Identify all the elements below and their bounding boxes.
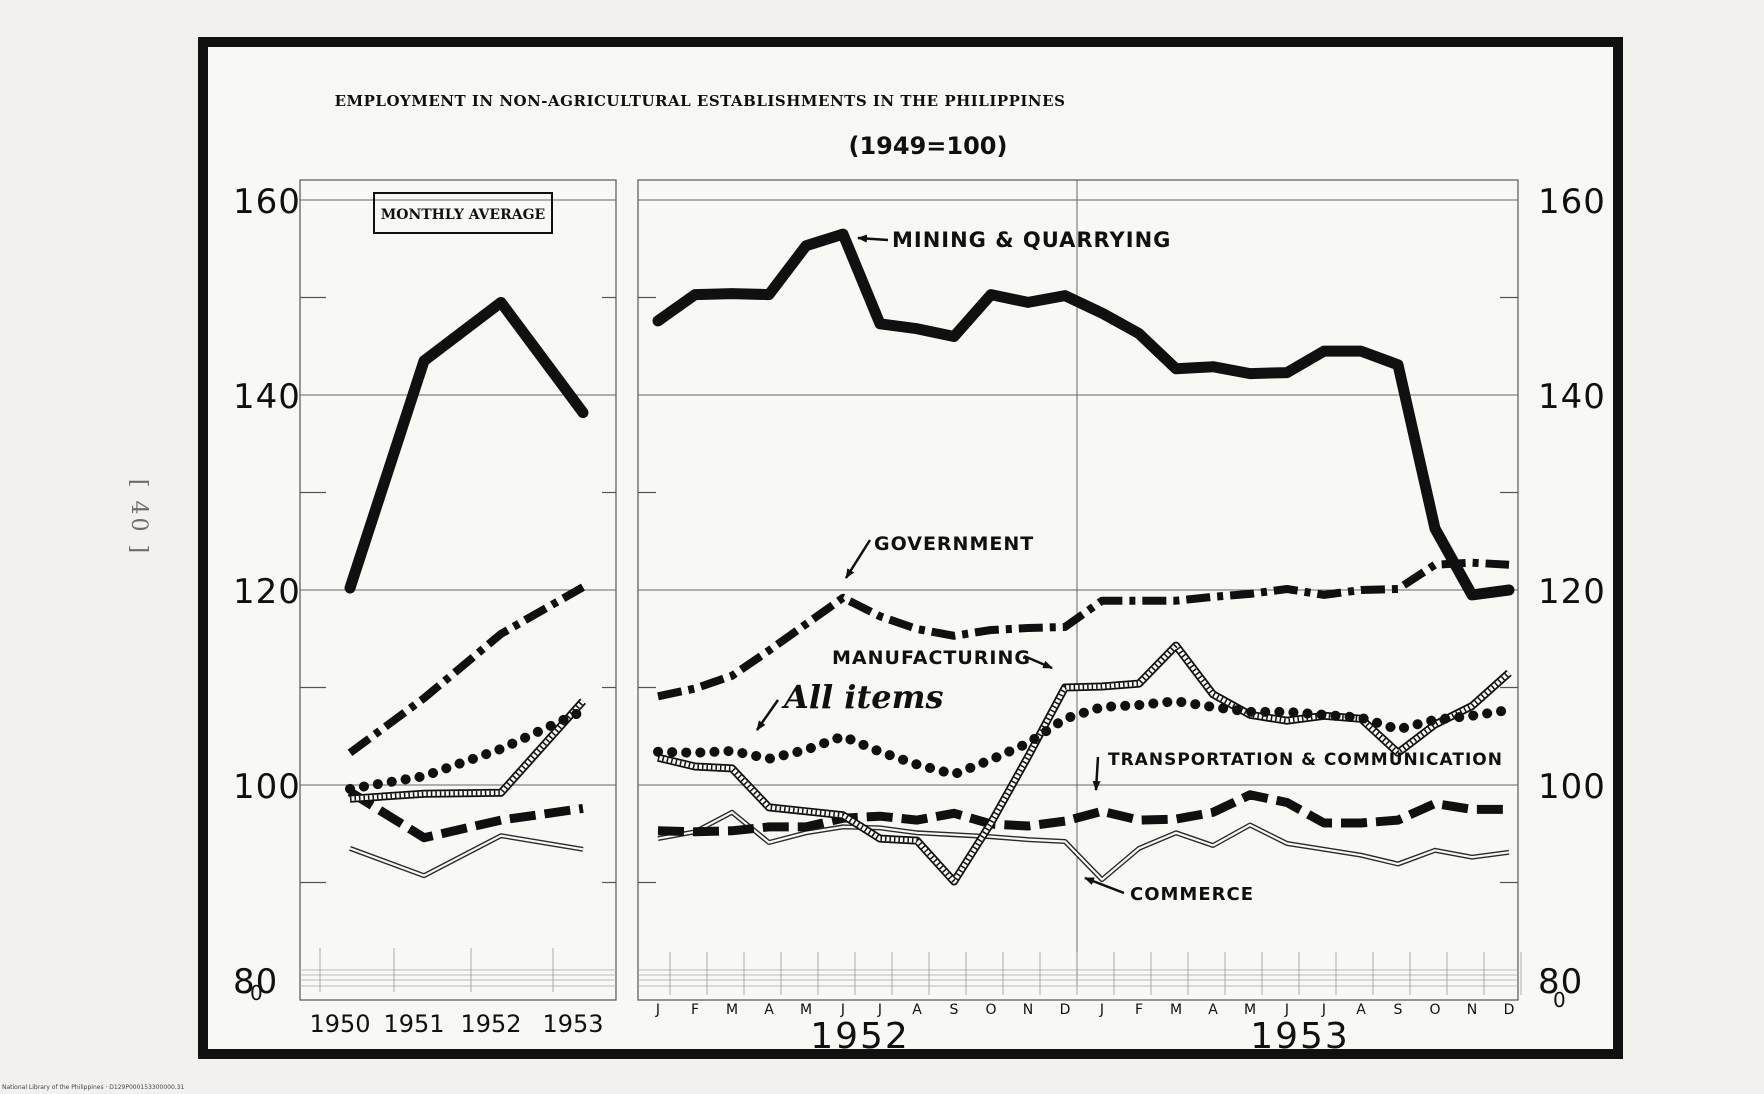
x-tick-label-year: 1953 [542, 1010, 603, 1038]
chart-subtitle: (1949=100) [849, 132, 1008, 160]
x-tick-label-month: A [1356, 1002, 1366, 1018]
line-right-transportation-communication [657, 790, 1509, 837]
line-right-all-items [653, 696, 1514, 780]
annotation-arrow [1023, 654, 1053, 670]
x-tick-label-month: M [1170, 1002, 1182, 1018]
annotation-label: All items [781, 678, 943, 716]
y-tick-label-left: 160 [233, 182, 301, 222]
x-tick-label-month: F [691, 1002, 699, 1018]
year-label: 1953 [1250, 1016, 1350, 1057]
x-tick-label-year: 1952 [460, 1010, 521, 1038]
x-tick-label-month: J [840, 1002, 845, 1018]
annotation-arrow [1092, 756, 1101, 791]
annotation-label: MINING & QUARRYING [892, 228, 1171, 252]
x-tick-label-month: D [1504, 1002, 1515, 1018]
x-tick-label-month: J [1284, 1002, 1289, 1018]
line-right-manufacturing-hatch [657, 643, 1511, 884]
x-tick-label-month: M [726, 1002, 738, 1018]
y-tick-label-left: 140 [233, 377, 301, 417]
line-left-manufacturing-hatch [349, 699, 585, 801]
x-tick-label-month: S [1394, 1002, 1403, 1018]
y-tick-label-right: 120 [1538, 572, 1606, 612]
y-tick-label-right: 160 [1538, 182, 1606, 222]
y-tick-label-right: 80 [1538, 962, 1583, 1002]
annotation-label: MANUFACTURING [832, 647, 1031, 669]
y-tick-label-right: 140 [1538, 377, 1606, 417]
x-tick-label-month: D [1060, 1002, 1071, 1018]
x-tick-label-month: N [1023, 1002, 1033, 1018]
y-zero-label-left: 0 [250, 981, 263, 1005]
x-tick-label-year: 1951 [383, 1010, 444, 1038]
line-right-mining-quarrying [652, 228, 1515, 601]
annotation-label: TRANSPORTATION & COMMUNICATION [1108, 750, 1503, 770]
annotation-arrow [1084, 876, 1125, 895]
annotation-arrow [857, 234, 889, 243]
year-label: 1952 [810, 1016, 910, 1057]
line-left-all-items [345, 705, 588, 794]
line-right-commerce-inner [657, 811, 1510, 881]
archive-footer: National Library of the Philippines · D1… [2, 1084, 185, 1091]
x-tick-label-month: O [1429, 1002, 1440, 1018]
y-tick-label-left: 120 [233, 572, 301, 612]
line-left-mining-quarrying [344, 296, 589, 594]
line-right-government [657, 558, 1510, 701]
annotation-arrow [755, 699, 780, 731]
x-tick-label-month: A [912, 1002, 922, 1018]
page-number-note: [ 40 ] [126, 478, 152, 557]
x-tick-label-year: 1950 [309, 1010, 370, 1038]
line-left-government [347, 583, 585, 757]
x-tick-label-month: J [655, 1002, 660, 1018]
y-tick-label-left: 80 [233, 962, 278, 1002]
chart-title: EMPLOYMENT IN NON-AGRICULTURAL ESTABLISH… [335, 92, 1066, 110]
x-tick-label-month: F [1135, 1002, 1143, 1018]
y-tick-label-left: 100 [233, 767, 301, 807]
x-tick-label-month: A [1208, 1002, 1218, 1018]
x-tick-label-month: O [985, 1002, 996, 1018]
x-tick-label-month: N [1467, 1002, 1477, 1018]
annotation-arrow [844, 539, 872, 579]
x-tick-label-month: J [877, 1002, 882, 1018]
line-left-commerce-inner [349, 834, 584, 877]
line-left-transportation-communication [347, 787, 584, 843]
x-tick-label-month: M [800, 1002, 812, 1018]
x-tick-label-month: J [1099, 1002, 1104, 1018]
monthly-average-box [373, 192, 553, 234]
y-zero-label-right: 0 [1553, 988, 1566, 1012]
annotation-label: GOVERNMENT [874, 533, 1034, 555]
monthly-average-label: MONTHLY AVERAGE [381, 207, 545, 223]
x-tick-label-month: A [764, 1002, 774, 1018]
annotation-label: COMMERCE [1130, 884, 1254, 905]
y-tick-label-right: 100 [1538, 767, 1606, 807]
x-tick-label-month: M [1244, 1002, 1256, 1018]
x-tick-label-month: S [950, 1002, 959, 1018]
chart-frame [198, 37, 1623, 1059]
x-tick-label-month: J [1321, 1002, 1326, 1018]
